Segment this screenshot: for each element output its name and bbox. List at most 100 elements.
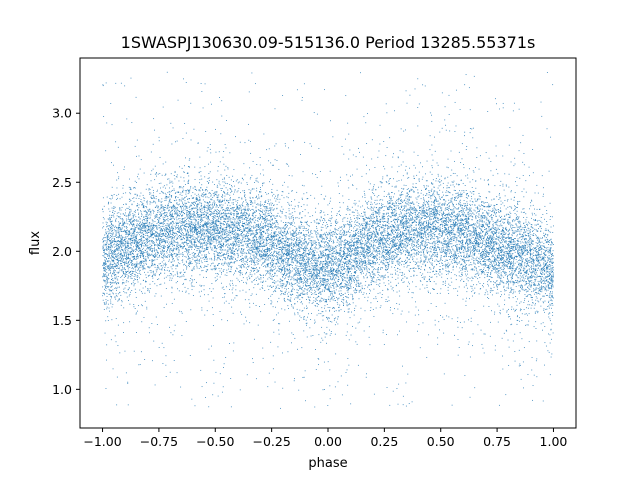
scatter-point	[266, 193, 268, 195]
scatter-point	[495, 229, 496, 231]
scatter-point	[201, 195, 203, 197]
scatter-point	[278, 201, 280, 203]
scatter-point	[435, 226, 437, 228]
scatter-point	[342, 195, 344, 197]
scatter-point	[108, 202, 109, 204]
scatter-point	[324, 232, 326, 234]
scatter-point	[382, 332, 384, 334]
scatter-point	[268, 234, 269, 236]
scatter-point	[198, 262, 200, 264]
scatter-point	[210, 247, 212, 249]
scatter-point	[132, 237, 134, 239]
scatter-point	[149, 216, 151, 218]
scatter-point	[268, 148, 270, 150]
scatter-point	[327, 249, 329, 251]
scatter-point	[138, 178, 140, 180]
scatter-point	[220, 230, 222, 232]
scatter-point	[333, 285, 335, 287]
scatter-point	[319, 222, 320, 224]
scatter-point	[502, 241, 504, 243]
scatter-point	[461, 256, 463, 257]
scatter-point	[334, 261, 336, 263]
scatter-point	[155, 235, 157, 237]
scatter-point	[425, 234, 427, 236]
scatter-point	[482, 231, 484, 232]
scatter-point	[472, 244, 474, 246]
scatter-point	[138, 247, 140, 249]
scatter-point	[262, 225, 264, 227]
scatter-point	[465, 285, 467, 287]
scatter-point	[388, 251, 390, 253]
scatter-point	[245, 291, 247, 293]
scatter-point	[439, 266, 441, 267]
scatter-point	[450, 261, 452, 263]
scatter-point	[282, 95, 284, 97]
scatter-point	[122, 249, 124, 251]
scatter-point	[448, 231, 450, 233]
scatter-point	[468, 210, 470, 212]
scatter-point	[491, 227, 493, 229]
scatter-point	[142, 203, 144, 205]
scatter-point	[141, 261, 143, 263]
scatter-point	[465, 273, 467, 275]
scatter-point	[343, 268, 345, 270]
scatter-point	[158, 245, 160, 247]
scatter-point	[131, 264, 133, 266]
scatter-point	[406, 257, 408, 259]
scatter-point	[114, 255, 116, 257]
scatter-point	[518, 253, 520, 254]
scatter-point	[274, 239, 276, 241]
scatter-point	[216, 252, 218, 253]
scatter-point	[483, 253, 485, 255]
scatter-point	[474, 287, 476, 289]
scatter-point	[458, 214, 460, 216]
scatter-point	[501, 218, 503, 220]
scatter-point	[154, 201, 156, 203]
scatter-point	[388, 254, 390, 256]
scatter-point	[383, 246, 385, 248]
scatter-point	[277, 194, 279, 196]
scatter-point	[123, 224, 124, 226]
scatter-point	[476, 256, 478, 258]
scatter-point	[129, 259, 131, 261]
scatter-point	[460, 276, 462, 277]
scatter-point	[105, 275, 107, 277]
scatter-point	[533, 247, 535, 249]
scatter-point	[469, 181, 471, 183]
scatter-point	[479, 220, 481, 222]
scatter-point	[329, 239, 331, 241]
scatter-point	[405, 202, 407, 204]
scatter-point	[372, 222, 374, 224]
scatter-point	[551, 323, 553, 325]
scatter-point	[249, 260, 250, 262]
scatter-point	[258, 250, 260, 252]
scatter-point	[296, 237, 298, 238]
scatter-point	[511, 272, 513, 274]
scatter-point	[241, 241, 243, 243]
scatter-point	[302, 254, 304, 256]
scatter-point	[520, 267, 522, 269]
scatter-point	[391, 260, 393, 262]
scatter-point	[455, 208, 457, 210]
scatter-point	[430, 211, 432, 212]
scatter-point	[466, 197, 468, 199]
scatter-point	[186, 251, 188, 253]
scatter-point	[138, 305, 140, 307]
scatter-point	[528, 341, 530, 343]
scatter-point	[493, 248, 495, 249]
scatter-point	[249, 274, 251, 275]
scatter-point	[365, 261, 367, 263]
scatter-point	[219, 253, 221, 254]
scatter-point	[423, 246, 425, 248]
scatter-point	[531, 369, 533, 371]
scatter-point	[169, 198, 171, 200]
scatter-point	[296, 239, 297, 241]
scatter-point	[215, 233, 217, 235]
scatter-point	[231, 230, 233, 232]
scatter-point	[142, 240, 144, 242]
scatter-point	[435, 200, 437, 202]
scatter-point	[104, 259, 106, 261]
scatter-point	[279, 231, 281, 233]
scatter-point	[442, 268, 444, 270]
scatter-point	[551, 299, 552, 301]
